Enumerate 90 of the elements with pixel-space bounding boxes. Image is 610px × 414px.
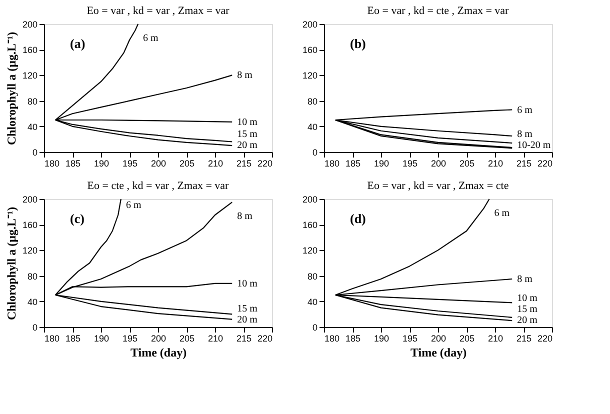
x-tick-label: 220 — [537, 158, 552, 168]
chart-title: Eo = var , kd = var , Zmax = cte — [367, 180, 509, 192]
y-tick-label: 120 — [22, 246, 38, 256]
y-axis-title: Chlorophyll a (µg.L⁻¹) — [4, 206, 18, 320]
x-tick-label: 180 — [44, 158, 60, 168]
y-tick-label: 40 — [27, 296, 38, 307]
x-tick-label: 195 — [122, 334, 138, 344]
series-label: 6 m — [494, 208, 510, 219]
y-tick-label: 80 — [307, 271, 318, 282]
chart-title: Eo = var , kd = cte , Zmax = var — [367, 5, 510, 17]
chart-title: Eo = var , kd = var , Zmax = var — [86, 5, 230, 17]
y-tick-label: 160 — [22, 220, 38, 230]
y-axis-title: Chlorophyll a (µg.L⁻¹) — [4, 32, 18, 146]
x-tick-label: 205 — [179, 158, 195, 168]
x-tick-label: 185 — [345, 334, 361, 344]
y-tick-label: 40 — [307, 122, 318, 132]
x-tick-label: 200 — [150, 158, 166, 168]
x-tick-label: 210 — [488, 334, 504, 344]
y-tick-label: 0 — [312, 322, 318, 332]
x-tick-label: 190 — [94, 158, 110, 168]
y-tick-label: 0 — [32, 148, 38, 158]
y-tick-label: 200 — [22, 194, 38, 204]
y-tick-label: 80 — [27, 96, 38, 106]
x-tick-label: 220 — [257, 158, 272, 168]
series-label: 20 m — [517, 315, 538, 326]
x-tick-label: 205 — [179, 334, 195, 344]
x-tick-label: 200 — [430, 158, 446, 168]
series-label: 10-20 m — [517, 140, 551, 151]
x-tick-label: 185 — [345, 158, 361, 168]
series-label: 8 m — [517, 274, 533, 285]
x-tick-label: 215 — [516, 158, 532, 168]
x-tick-label: 220 — [257, 334, 272, 344]
series-label: 10 m — [517, 293, 538, 304]
x-tick-label: 205 — [459, 334, 475, 344]
x-tick-label: 185 — [65, 334, 81, 344]
series-label: 6 m — [126, 200, 142, 212]
x-tick-label: 185 — [65, 158, 81, 168]
series-label: 8 m — [237, 70, 253, 82]
series-label: 15 m — [517, 304, 538, 315]
y-tick-label: 120 — [302, 70, 318, 81]
x-tick-label: 210 — [208, 334, 224, 344]
y-tick-label: 120 — [22, 70, 38, 81]
series-label: 6 m — [143, 33, 159, 44]
x-tick-label: 200 — [150, 334, 166, 344]
y-tick-label: 40 — [27, 122, 38, 132]
annotation: (b) — [350, 36, 366, 51]
x-tick-label: 180 — [324, 158, 340, 168]
series-label: 6 m — [517, 104, 533, 116]
x-tick-label: 205 — [459, 158, 475, 168]
series-label: 8 m — [237, 211, 253, 222]
annotation: (d) — [350, 211, 366, 226]
x-tick-label: 210 — [488, 158, 504, 168]
series-label: 20 m — [237, 314, 258, 326]
y-tick-label: 160 — [302, 220, 318, 230]
x-tick-label: 190 — [94, 334, 110, 344]
x-tick-label: 180 — [44, 334, 60, 344]
series-label: 10 m — [237, 278, 258, 290]
x-tick-label: 195 — [402, 158, 418, 168]
x-tick-label: 210 — [208, 158, 224, 168]
series-label: 15 m — [237, 129, 258, 140]
x-tick-label: 220 — [537, 334, 552, 344]
y-tick-label: 40 — [307, 296, 318, 307]
annotation: (a) — [70, 36, 86, 51]
series-label: 20 m — [237, 140, 258, 151]
y-tick-label: 120 — [302, 246, 318, 256]
x-tick-label: 195 — [122, 158, 138, 168]
x-tick-label: 190 — [374, 334, 390, 344]
y-tick-label: 160 — [22, 45, 38, 56]
series-label: 8 m — [517, 129, 533, 140]
x-tick-label: 190 — [374, 158, 390, 168]
y-tick-label: 160 — [302, 45, 318, 56]
y-tick-label: 80 — [307, 96, 318, 106]
chart-title: Eo = cte , kd = var , Zmax = var — [87, 180, 230, 192]
annotation: (c) — [70, 211, 84, 226]
x-tick-label: 215 — [236, 158, 252, 168]
series-label: 15 m — [237, 303, 258, 314]
x-axis-title: Time (day) — [410, 346, 467, 360]
y-tick-label: 200 — [302, 20, 318, 30]
x-tick-label: 215 — [516, 334, 532, 344]
y-tick-label: 80 — [27, 271, 38, 282]
y-tick-label: 200 — [22, 20, 38, 30]
y-tick-label: 0 — [312, 148, 318, 158]
x-tick-label: 215 — [236, 334, 252, 344]
x-tick-label: 180 — [324, 334, 340, 344]
x-axis-title: Time (day) — [130, 346, 187, 360]
series-label: 10 m — [237, 116, 258, 128]
y-tick-label: 0 — [32, 322, 38, 332]
x-tick-label: 200 — [430, 334, 446, 344]
y-tick-label: 200 — [302, 194, 318, 204]
x-tick-label: 195 — [402, 334, 418, 344]
